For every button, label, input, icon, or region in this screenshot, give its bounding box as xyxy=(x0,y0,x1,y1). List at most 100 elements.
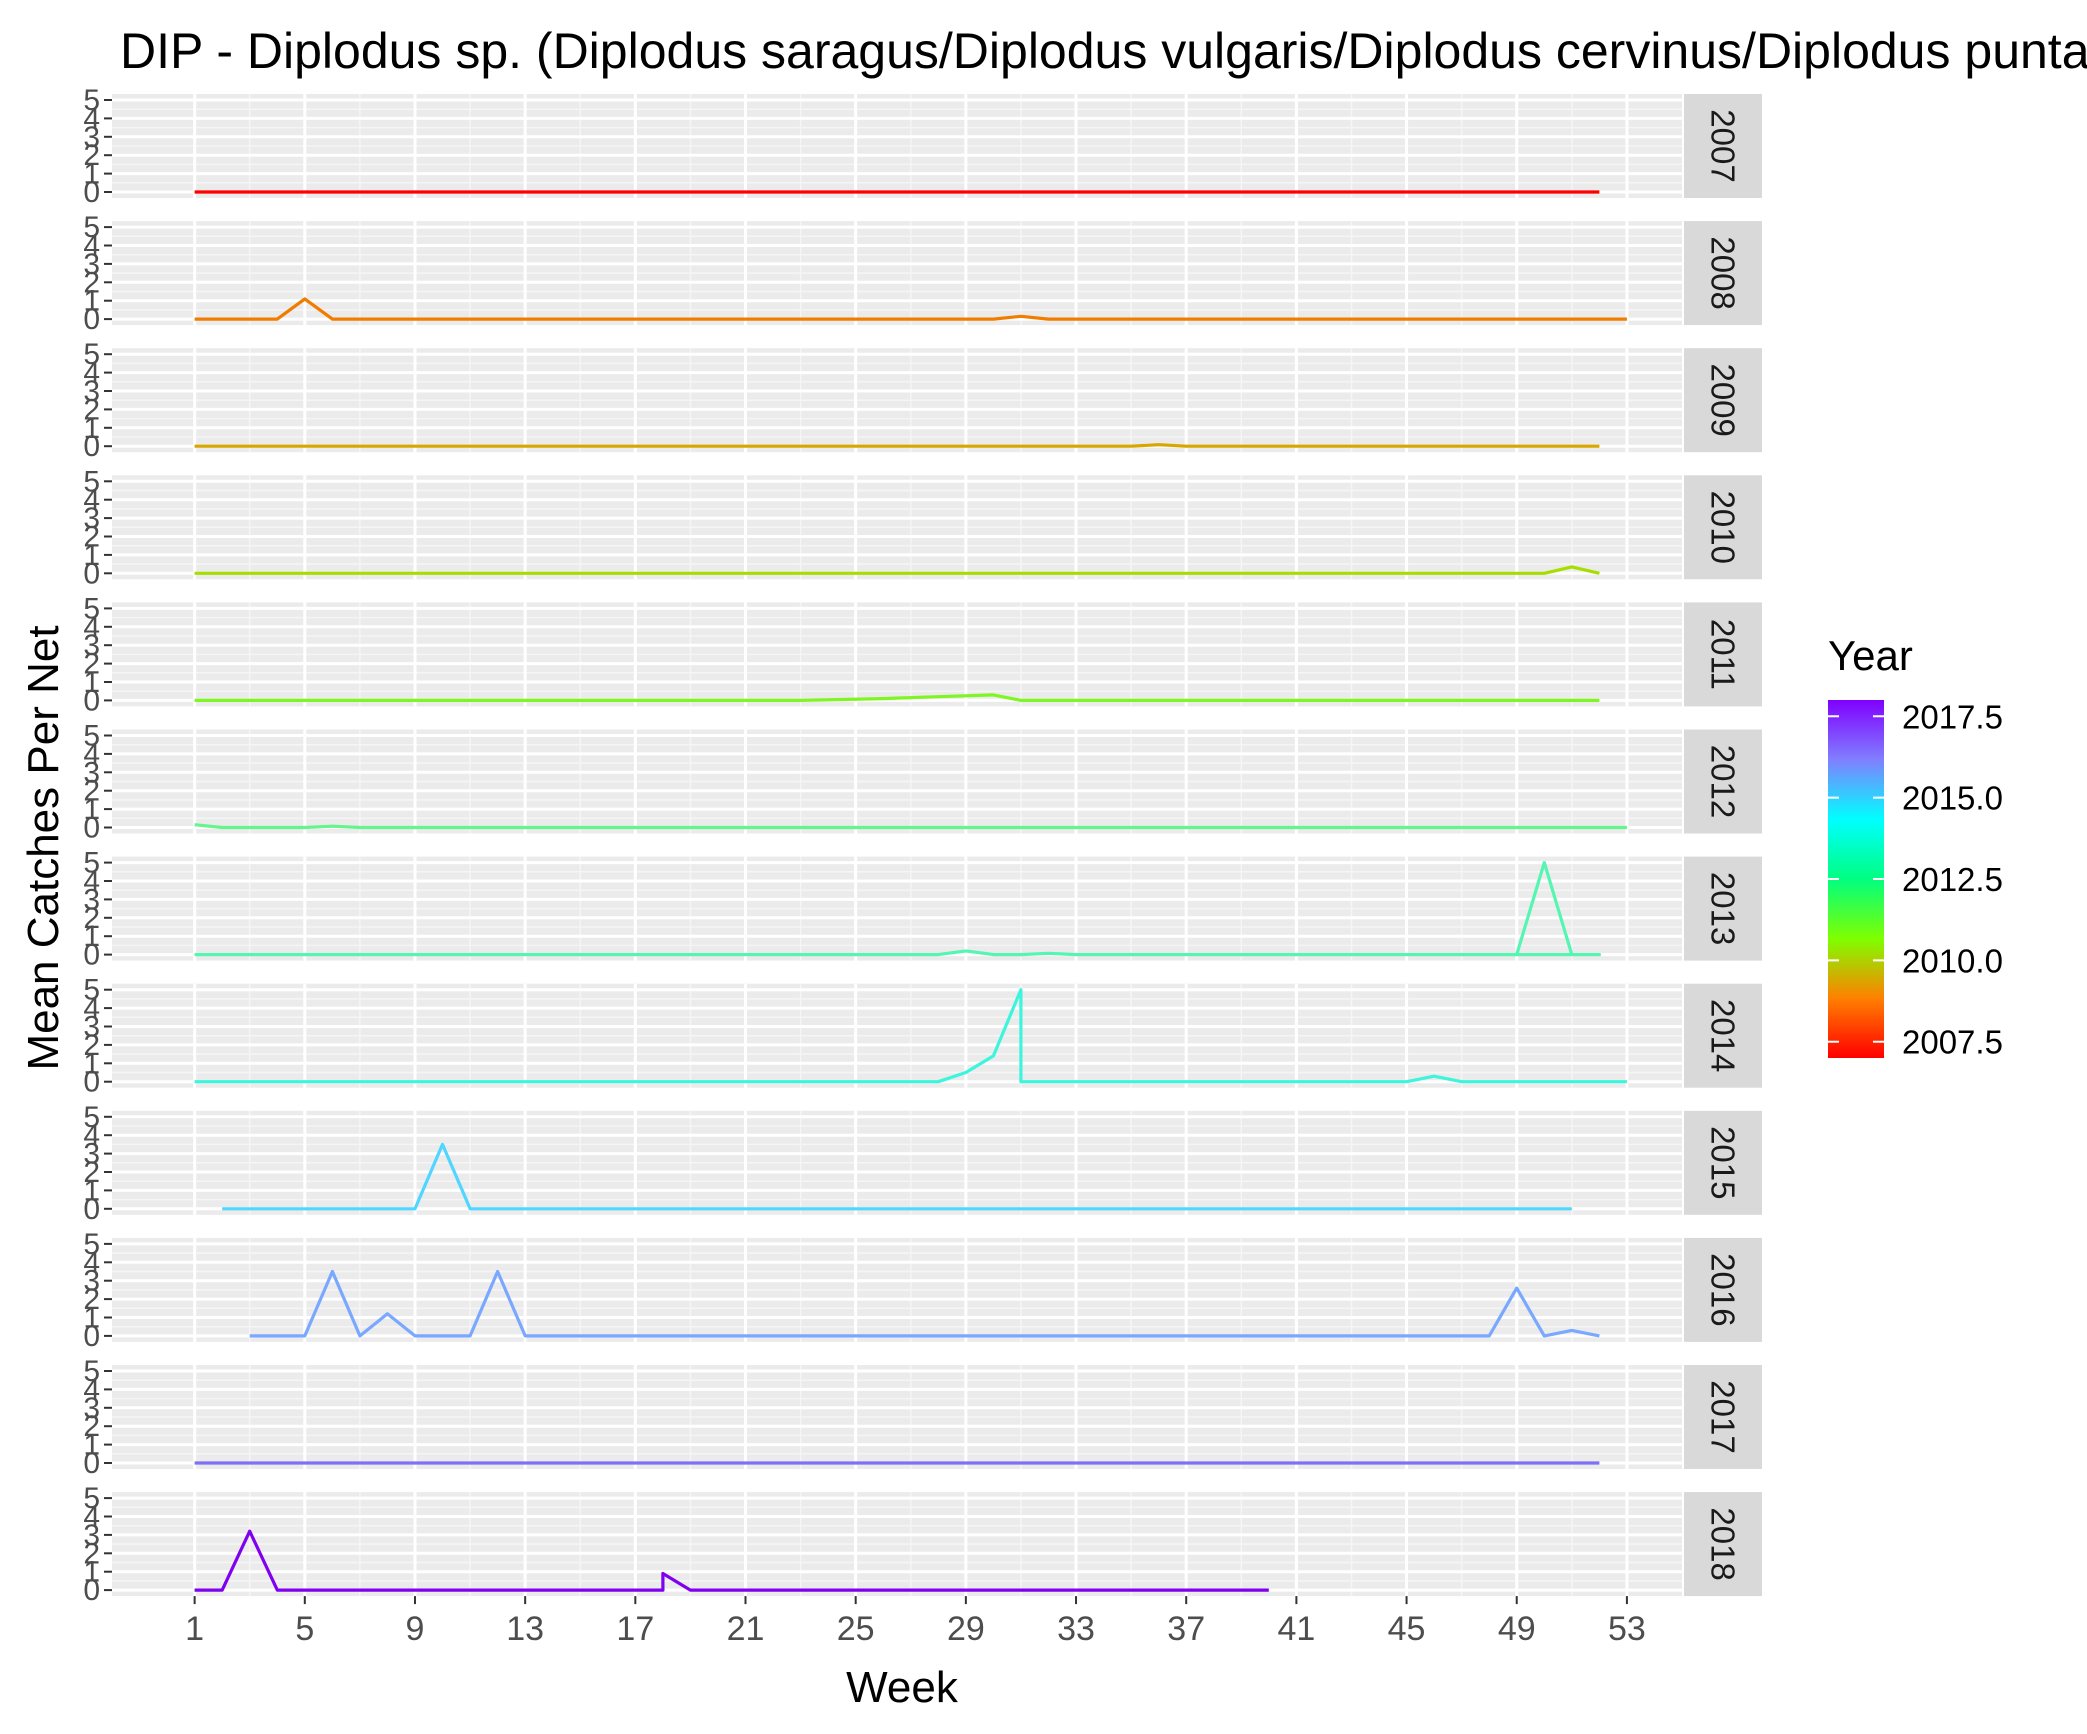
facet-strip xyxy=(1684,1492,1762,1597)
y-tick-label: 5 xyxy=(83,1355,100,1388)
series-line-2014 xyxy=(194,988,1627,1084)
y-tick-label: 3 xyxy=(83,883,100,916)
facet-strip xyxy=(1684,94,1762,198)
series-line-2012 xyxy=(194,823,1627,830)
y-tick-label: 3 xyxy=(83,629,100,662)
y-tick-label: 3 xyxy=(83,1265,100,1298)
y-tick-label: 1 xyxy=(83,1047,100,1080)
y-tick-label: 3 xyxy=(83,1138,100,1171)
y-tick-label: 2 xyxy=(83,1537,100,1570)
x-tick-label: 45 xyxy=(1388,1610,1426,1648)
y-tick-label: 5 xyxy=(83,974,100,1007)
y-tick-label: 1 xyxy=(83,285,100,318)
x-tick-label: 9 xyxy=(406,1610,425,1648)
y-tick-label: 5 xyxy=(83,1101,100,1134)
y-tick-label: 1 xyxy=(83,1429,100,1462)
facet-strip xyxy=(1684,1365,1762,1469)
facet-strip-label: 2010 xyxy=(1705,491,1742,564)
y-tick-label: 4 xyxy=(83,1119,100,1152)
facet-strip-label: 2012 xyxy=(1705,745,1742,818)
facet-panels: 0123452007012345200801234520090123452010… xyxy=(83,84,1762,1607)
x-tick-label: 49 xyxy=(1498,1610,1536,1648)
series-line-2013 xyxy=(194,861,1601,957)
y-tick-label: 0 xyxy=(83,176,100,209)
series-line-2015 xyxy=(222,1142,1572,1211)
facet-strip-label: 2018 xyxy=(1705,1507,1742,1580)
y-tick-label: 1 xyxy=(83,793,100,826)
y-tick-label: 4 xyxy=(83,611,100,644)
y-tick-label: 1 xyxy=(83,412,100,445)
x-tick-label: 21 xyxy=(727,1610,765,1648)
y-tick-label: 3 xyxy=(83,375,100,408)
facet-strip xyxy=(1684,602,1762,707)
series-line-2016 xyxy=(249,1269,1600,1338)
legend-label: 2012.5 xyxy=(1902,861,2003,898)
y-tick-label: 2 xyxy=(83,266,100,299)
series-line-2011 xyxy=(194,693,1600,702)
x-tick-label: 17 xyxy=(616,1610,654,1648)
x-tick-label: 5 xyxy=(295,1610,314,1648)
y-tick-label: 5 xyxy=(83,720,100,753)
y-tick-label: 2 xyxy=(83,1410,100,1443)
y-tick-label: 1 xyxy=(83,1302,100,1335)
y-tick-label: 4 xyxy=(83,1246,100,1279)
facet-strip xyxy=(1684,221,1762,326)
x-tick-label: 13 xyxy=(506,1610,544,1648)
y-tick-label: 1 xyxy=(83,539,100,572)
y-tick-label: 2 xyxy=(83,648,100,681)
y-tick-label: 5 xyxy=(83,1228,100,1261)
y-tick-label: 5 xyxy=(83,465,100,498)
y-tick-label: 5 xyxy=(83,211,100,244)
x-tick-label: 53 xyxy=(1608,1610,1646,1648)
legend-label: 2010.0 xyxy=(1902,942,2003,979)
y-tick-label: 1 xyxy=(83,920,100,953)
y-tick-label: 5 xyxy=(83,1482,100,1515)
x-axis-title: Week xyxy=(846,1663,959,1712)
y-tick-label: 2 xyxy=(83,1283,100,1316)
y-tick-label: 2 xyxy=(83,902,100,935)
y-tick-label: 0 xyxy=(83,939,100,972)
y-tick-label: 4 xyxy=(83,738,100,771)
facet-strip-label: 2015 xyxy=(1705,1126,1742,1199)
y-tick-label: 5 xyxy=(83,592,100,625)
facet-strip-label: 2011 xyxy=(1705,619,1742,690)
facet-strip-label: 2016 xyxy=(1705,1253,1742,1326)
y-axis-title: Mean Catches Per Net xyxy=(19,625,68,1070)
y-tick-label: 0 xyxy=(83,1066,100,1099)
y-tick-label: 3 xyxy=(83,1519,100,1552)
y-tick-label: 0 xyxy=(83,303,100,336)
y-tick-label: 4 xyxy=(83,357,100,390)
y-tick-label: 0 xyxy=(83,1193,100,1226)
y-tick-label: 0 xyxy=(83,557,100,590)
y-tick-label: 0 xyxy=(83,684,100,717)
x-tick-label: 33 xyxy=(1057,1610,1095,1648)
facet-strip xyxy=(1684,983,1762,1088)
y-tick-label: 0 xyxy=(83,1320,100,1353)
y-tick-label: 3 xyxy=(83,121,100,154)
y-tick-label: 1 xyxy=(83,1174,100,1207)
legend-label: 2007.5 xyxy=(1902,1024,2003,1061)
y-tick-label: 2 xyxy=(83,775,100,808)
series-line-2009 xyxy=(194,443,1600,448)
y-tick-label: 4 xyxy=(83,992,100,1025)
y-tick-label: 2 xyxy=(83,1156,100,1189)
facet-strip-label: 2014 xyxy=(1705,999,1742,1072)
series-line-2010 xyxy=(194,565,1600,575)
y-tick-label: 0 xyxy=(83,430,100,463)
x-tick-label: 25 xyxy=(837,1610,875,1648)
legend-label: 2015.0 xyxy=(1902,780,2003,817)
chart-title: DIP - Diplodus sp. (Diplodus saragus/Dip… xyxy=(120,23,2087,79)
y-tick-label: 3 xyxy=(83,502,100,535)
y-tick-label: 1 xyxy=(83,666,100,699)
facet-strip-label: 2013 xyxy=(1705,872,1742,945)
y-tick-label: 4 xyxy=(83,230,100,263)
facet-strip xyxy=(1684,729,1762,834)
